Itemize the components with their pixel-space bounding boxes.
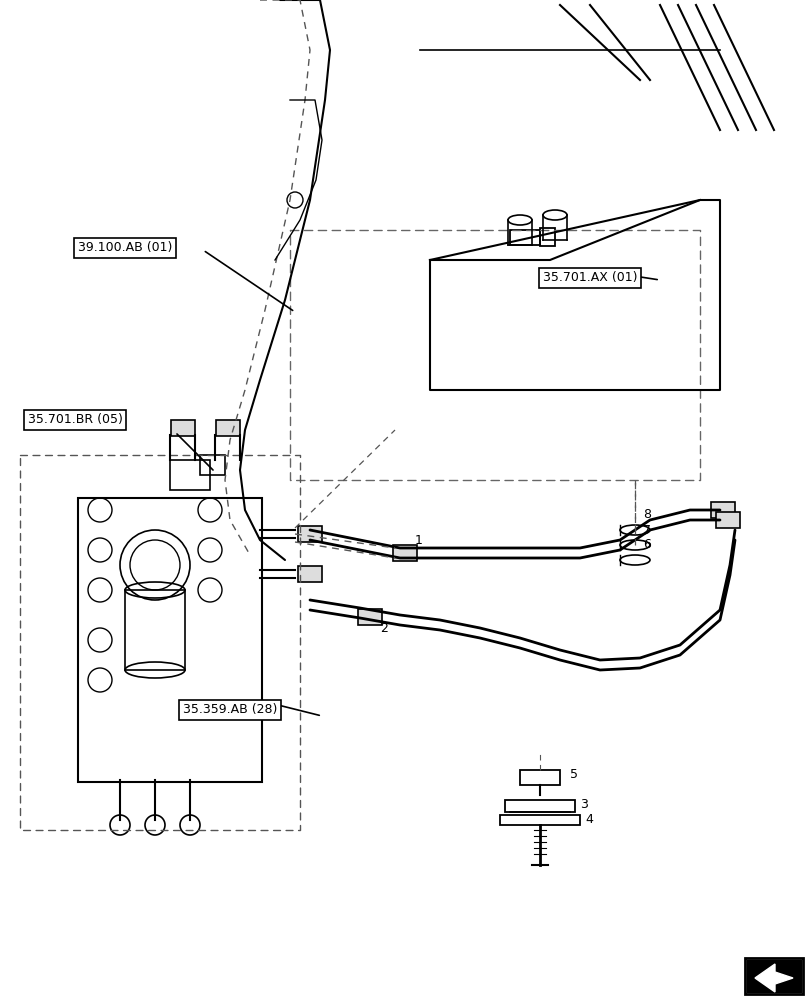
Text: 8: 8 (642, 508, 650, 522)
Bar (519, 770, 560, 785)
Bar (500, 815, 579, 825)
FancyBboxPatch shape (171, 420, 195, 436)
Text: 6: 6 (642, 538, 650, 552)
Bar (125, 590, 185, 670)
Bar (744, 958, 802, 994)
Bar (504, 800, 574, 812)
FancyBboxPatch shape (298, 526, 322, 542)
Polygon shape (754, 964, 792, 992)
FancyBboxPatch shape (393, 545, 417, 561)
Text: 3: 3 (579, 798, 587, 811)
FancyBboxPatch shape (298, 566, 322, 582)
FancyBboxPatch shape (358, 609, 381, 625)
FancyBboxPatch shape (710, 502, 734, 518)
Text: 4: 4 (584, 813, 592, 826)
Text: 39.100.AB (01): 39.100.AB (01) (78, 241, 172, 254)
Text: 2: 2 (380, 621, 388, 635)
Text: 1: 1 (414, 534, 423, 546)
Text: 5: 5 (569, 768, 577, 781)
Bar (200, 455, 225, 475)
Text: 35.701.BR (05): 35.701.BR (05) (28, 414, 122, 426)
Bar (539, 228, 554, 246)
Text: 35.701.AX (01): 35.701.AX (01) (542, 271, 637, 284)
Bar (509, 230, 539, 245)
Bar (169, 460, 210, 490)
Text: 35.359.AB (28): 35.359.AB (28) (182, 704, 277, 716)
Text: 7: 7 (642, 524, 650, 536)
FancyBboxPatch shape (216, 420, 240, 436)
FancyBboxPatch shape (715, 512, 739, 528)
